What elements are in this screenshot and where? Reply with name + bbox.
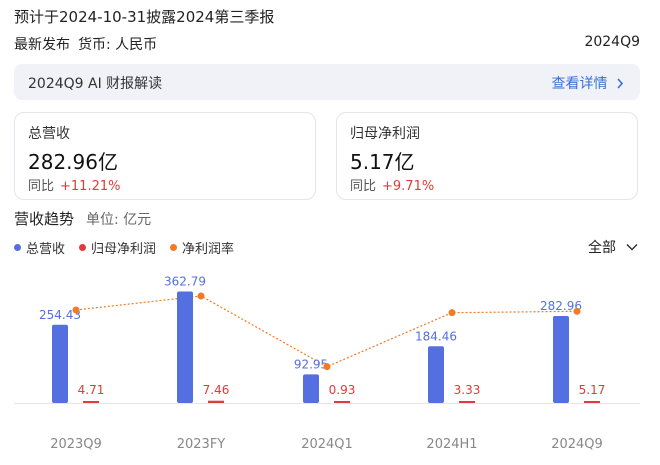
legend-item-revenue[interactable]: 总营收 <box>14 238 65 257</box>
revenue-bar <box>303 374 319 403</box>
release-info: 最新发布 货币: 人民币 <box>14 34 157 54</box>
margin-point <box>448 309 456 317</box>
chevron-right-icon <box>617 78 624 89</box>
release-label: 最新发布 <box>14 37 70 53</box>
x-tick-label: 2023Q9 <box>50 437 102 452</box>
revenue-data-label: 282.96 <box>540 299 582 313</box>
x-tick-label: 2024H1 <box>426 437 477 452</box>
net-profit-bar <box>584 401 600 403</box>
ai-report-bar[interactable]: 2024Q9 AI 财报解读 查看详情 <box>14 64 640 100</box>
net-profit-data-label: 3.33 <box>454 383 481 397</box>
net-profit-yoy-label: 同比 <box>350 179 377 194</box>
revenue-value: 282.96亿 <box>28 150 118 174</box>
revenue-card[interactable]: 总营收 282.96亿 同比 +11.21% <box>14 112 316 200</box>
margin-point <box>323 363 331 371</box>
legend-label-margin: 净利润率 <box>182 242 235 257</box>
chart-legend: 总营收 归母净利润 净利润率 <box>14 238 234 257</box>
disclosure-note: 预计于2024-10-31披露2024第三季报 <box>14 8 275 26</box>
net-profit-value: 5.17亿 <box>350 150 415 174</box>
revenue-data-label: 254.43 <box>39 308 81 322</box>
x-tick-label: 2023FY <box>177 437 226 452</box>
net-profit-bar <box>334 401 350 403</box>
revenue-yoy-value: +11.21% <box>60 179 121 194</box>
legend-dot-net-profit <box>79 244 87 251</box>
legend-item-margin[interactable]: 净利润率 <box>170 238 234 257</box>
revenue-label: 总营收 <box>28 126 70 142</box>
x-tick-label: 2024Q1 <box>301 437 353 452</box>
revenue-data-label: 362.79 <box>164 274 206 288</box>
net-profit-data-label: 5.17 <box>579 383 606 397</box>
legend-dot-margin <box>170 244 178 251</box>
revenue-data-label: 184.46 <box>415 329 457 343</box>
trend-title: 营收趋势 <box>14 210 75 228</box>
net-profit-data-label: 4.71 <box>78 383 105 397</box>
ai-report-title: 2024Q9 AI 财报解读 <box>28 76 163 92</box>
chevron-down-icon <box>626 243 638 251</box>
net-profit-yoy-value: +9.71% <box>382 179 435 194</box>
view-details-link[interactable]: 查看详情 <box>552 73 624 93</box>
legend-item-net-profit[interactable]: 归母净利润 <box>79 238 156 257</box>
margin-point <box>573 307 581 315</box>
x-tick-label: 2024Q9 <box>551 437 603 452</box>
net-profit-data-label: 0.93 <box>329 383 356 397</box>
report-period: 2024Q9 <box>584 34 640 50</box>
revenue-data-label: 92.95 <box>294 357 328 371</box>
revenue-trend-chart: 254.43 4.71 2023Q9 362.79 7.46 2023FY 92.950.9… <box>14 274 640 452</box>
revenue-bar <box>52 324 68 403</box>
trend-header: 营收趋势 单位: 亿元 <box>14 208 151 229</box>
trend-unit: 单位: 亿元 <box>86 212 152 228</box>
net-profit-yoy: 同比 +9.71% <box>350 175 434 194</box>
revenue-bar <box>553 315 569 403</box>
margin-point <box>72 306 80 314</box>
currency-label: 货币: 人民币 <box>78 37 158 53</box>
net-profit-bar <box>459 401 475 403</box>
revenue-yoy-label: 同比 <box>28 179 55 194</box>
legend-dot-revenue <box>14 244 21 251</box>
revenue-bar <box>177 291 193 403</box>
revenue-yoy: 同比 +11.21% <box>28 175 120 194</box>
period-filter-dropdown[interactable]: 全部 <box>588 237 638 257</box>
net-profit-bar <box>83 401 99 403</box>
net-profit-data-label: 7.46 <box>203 383 230 397</box>
net-profit-card[interactable]: 归母净利润 5.17亿 同比 +9.71% <box>336 112 638 200</box>
net-profit-bar <box>208 400 224 403</box>
revenue-bar <box>428 346 444 403</box>
legend-label-net-profit: 归母净利润 <box>91 242 157 257</box>
period-filter-label: 全部 <box>588 240 616 256</box>
margin-point <box>197 292 205 300</box>
legend-label-revenue: 总营收 <box>26 242 66 257</box>
view-details-label: 查看详情 <box>551 76 608 92</box>
net-profit-label: 归母净利润 <box>350 126 420 142</box>
margin-line <box>75 295 578 368</box>
